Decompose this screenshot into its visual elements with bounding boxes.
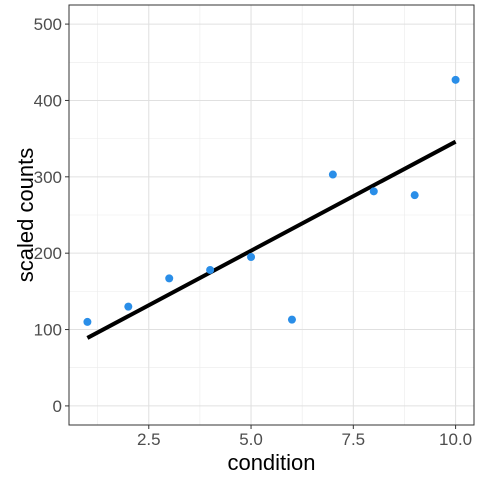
x-axis-title: condition [227, 450, 315, 475]
x-tick-label: 5.0 [239, 430, 263, 449]
y-tick-label: 400 [34, 91, 62, 110]
data-point [206, 265, 215, 274]
y-tick-label: 200 [34, 244, 62, 263]
trend-line-layer [86, 139, 457, 340]
x-tick-label: 2.5 [137, 430, 161, 449]
data-point [287, 315, 296, 324]
x-tick-label: 10.0 [439, 430, 472, 449]
data-point [451, 75, 460, 84]
data-point [165, 274, 174, 283]
y-axis-ticks: 0 100 200 300 400 500 [34, 15, 69, 416]
data-point [124, 302, 133, 311]
y-tick-label: 500 [34, 15, 62, 34]
data-point [410, 191, 419, 200]
x-axis-ticks: 2.5 5.0 7.5 10.0 [137, 425, 472, 449]
trend-line [86, 139, 457, 340]
data-point [369, 187, 378, 196]
y-tick-label: 0 [53, 397, 62, 416]
panel-border [68, 4, 475, 426]
y-tick-label: 100 [34, 321, 62, 340]
grid [69, 5, 474, 425]
y-axis-title: scaled counts [13, 148, 38, 283]
data-points [83, 75, 460, 326]
data-point [328, 170, 337, 179]
data-point [83, 317, 92, 326]
y-tick-label: 300 [34, 168, 62, 187]
data-point [247, 253, 256, 261]
x-tick-label: 7.5 [341, 430, 365, 449]
